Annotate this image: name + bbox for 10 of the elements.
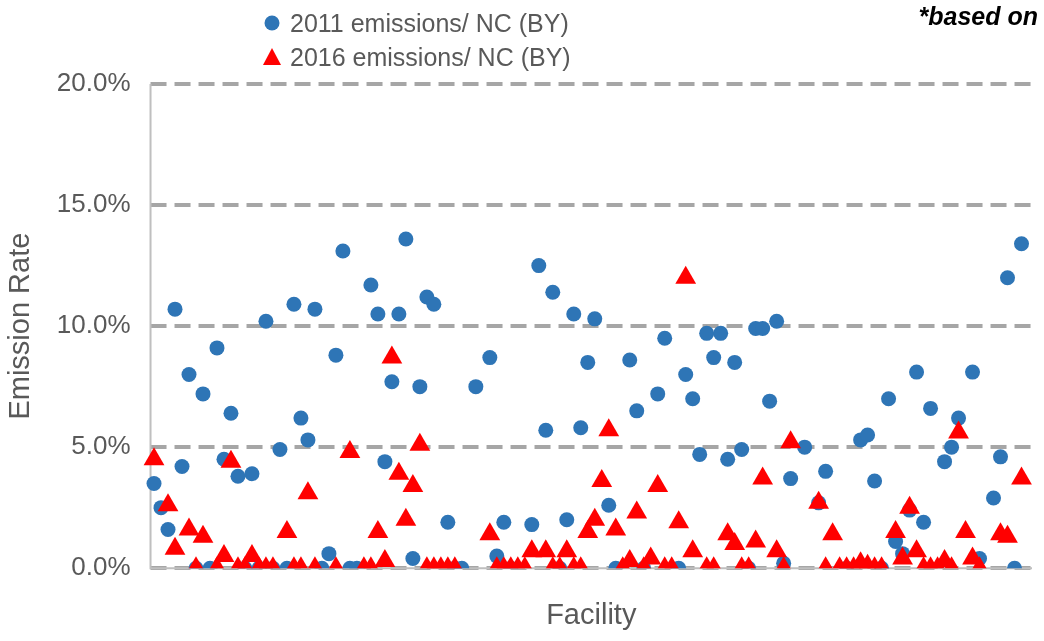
legend-label: 2016 emissions/ NC (BY) — [290, 42, 571, 73]
legend-label: 2011 emissions/ NC (BY) — [290, 8, 569, 39]
y-tick-label: 15.0% — [56, 188, 131, 219]
x-axis-title: Facility — [546, 597, 637, 630]
y-tick-label: 10.0% — [56, 309, 131, 340]
y-tick-label: 5.0% — [71, 430, 131, 461]
y-tick-label: 20.0% — [56, 67, 131, 98]
y-tick-label: 0.0% — [71, 551, 131, 582]
y-axis-title: Emission Rate — [3, 232, 36, 420]
text: *based on — [918, 2, 1038, 31]
